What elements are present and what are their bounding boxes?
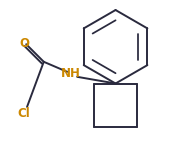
Text: NH: NH xyxy=(61,67,80,80)
Text: O: O xyxy=(19,37,30,50)
Text: Cl: Cl xyxy=(17,107,30,120)
